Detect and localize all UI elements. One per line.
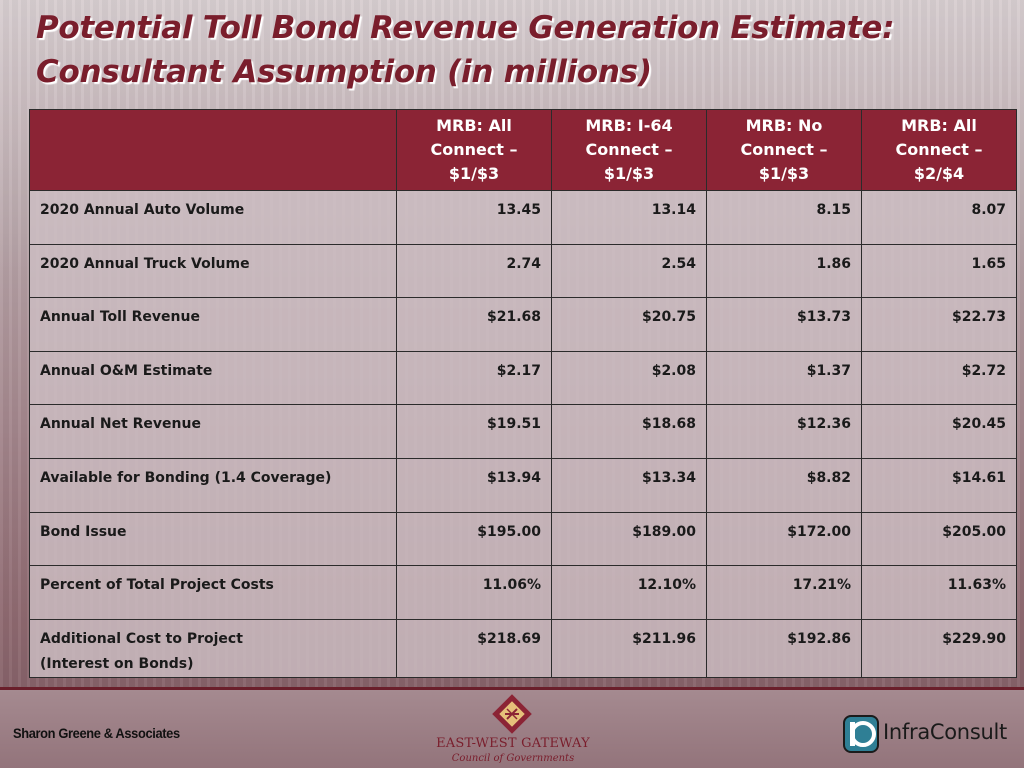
table-cell: $8.82 xyxy=(706,457,862,513)
row-label: Annual Net Revenue xyxy=(29,404,397,459)
table-row: Annual Net Revenue $19.51 $18.68 $12.36 … xyxy=(29,404,1017,459)
table-row: Annual Toll Revenue $21.68 $20.75 $13.73… xyxy=(29,297,1017,352)
table-cell: $20.45 xyxy=(861,404,1017,459)
column-header-line: $1/$3 xyxy=(603,164,655,183)
table-cell: $172.00 xyxy=(706,511,862,567)
east-west-gateway-subtitle: Council of Governments xyxy=(451,753,575,764)
row-label: Annual O&M Estimate xyxy=(29,350,397,406)
table-cell: $19.51 xyxy=(396,404,552,459)
table-cell: $18.68 xyxy=(551,404,707,459)
infraconsult-logo-icon xyxy=(843,715,879,753)
infraconsult-logo: InfraConsult xyxy=(843,714,1019,754)
table-cell: $13.94 xyxy=(396,457,552,513)
table-cell: $189.00 xyxy=(551,511,707,567)
table-cell: 11.06% xyxy=(396,565,552,620)
column-header-line: MRB: No xyxy=(745,116,823,135)
column-header-line: MRB: All xyxy=(901,116,977,135)
table-cell: $1.37 xyxy=(706,350,862,406)
east-west-gateway-logo-icon xyxy=(492,694,532,734)
table-cell: $13.73 xyxy=(706,297,862,352)
table-cell: $2.08 xyxy=(551,350,707,406)
table-cell: 13.14 xyxy=(551,190,707,245)
table-cell: $229.90 xyxy=(861,618,1017,678)
sharon-greene-label: Sharon Greene & Associates xyxy=(13,725,180,741)
table-cell: 8.15 xyxy=(706,190,862,245)
row-label: Percent of Total Project Costs xyxy=(29,565,397,620)
column-header: MRB: All Connect – $2/$4 xyxy=(861,109,1017,191)
table-cell: $2.72 xyxy=(861,350,1017,406)
table-row: Bond Issue $195.00 $189.00 $172.00 $205.… xyxy=(29,511,1017,567)
column-header: MRB: I-64 Connect – $1/$3 xyxy=(551,109,707,191)
table-cell: $211.96 xyxy=(551,618,707,678)
table-row: 2020 Annual Truck Volume 2.74 2.54 1.86 … xyxy=(29,243,1017,299)
table-cell: 2.74 xyxy=(396,243,552,299)
east-west-gateway-name: EAST-WEST GATEWAY xyxy=(436,736,590,751)
footer-divider xyxy=(0,687,1024,690)
slide-title-line-2: Consultant Assumption (in millions) xyxy=(36,54,652,90)
table-cell: 17.21% xyxy=(706,565,862,620)
row-label-line: Additional Cost to Project xyxy=(40,630,243,647)
row-label-line: (Interest on Bonds) xyxy=(40,655,194,672)
row-label: Available for Bonding (1.4 Coverage) xyxy=(29,457,397,513)
table-cell: $205.00 xyxy=(861,511,1017,567)
column-header-line: MRB: All xyxy=(436,116,512,135)
table-cell: $218.69 xyxy=(396,618,552,678)
table-cell: 2.54 xyxy=(551,243,707,299)
table-cell: $22.73 xyxy=(861,297,1017,352)
table-cell: 1.65 xyxy=(861,243,1017,299)
row-label: Annual Toll Revenue xyxy=(29,297,397,352)
column-header-line: Connect – xyxy=(430,140,518,159)
revenue-estimate-table: MRB: All Connect – $1/$3 MRB: I-64 Conne… xyxy=(29,109,1017,678)
column-header: MRB: No Connect – $1/$3 xyxy=(706,109,862,191)
table-cell: 8.07 xyxy=(861,190,1017,245)
column-header-line: $1/$3 xyxy=(448,164,500,183)
table-cell: $20.75 xyxy=(551,297,707,352)
table-cell: 12.10% xyxy=(551,565,707,620)
column-header-line: Connect – xyxy=(740,140,828,159)
table-cell: $12.36 xyxy=(706,404,862,459)
table-corner-cell xyxy=(29,109,397,191)
table-cell: $195.00 xyxy=(396,511,552,567)
table-row: Percent of Total Project Costs 11.06% 12… xyxy=(29,565,1017,620)
column-header-line: $1/$3 xyxy=(758,164,810,183)
table-row: Annual O&M Estimate $2.17 $2.08 $1.37 $2… xyxy=(29,350,1017,406)
table-cell: $14.61 xyxy=(861,457,1017,513)
column-header-line: MRB: I-64 xyxy=(585,116,673,135)
table-header-row: MRB: All Connect – $1/$3 MRB: I-64 Conne… xyxy=(29,109,1017,191)
table-cell: $21.68 xyxy=(396,297,552,352)
table-row: 2020 Annual Auto Volume 13.45 13.14 8.15… xyxy=(29,190,1017,245)
table-row: Available for Bonding (1.4 Coverage) $13… xyxy=(29,457,1017,513)
row-label: 2020 Annual Truck Volume xyxy=(29,243,397,299)
column-header-line: $2/$4 xyxy=(913,164,965,183)
east-west-gateway-logo: EAST-WEST GATEWAY Council of Governments xyxy=(428,692,598,768)
row-label: Bond Issue xyxy=(29,511,397,567)
table-cell: 11.63% xyxy=(861,565,1017,620)
table-cell: $13.34 xyxy=(551,457,707,513)
column-header-line: Connect – xyxy=(585,140,673,159)
slide-title: Potential Toll Bond Revenue Generation E… xyxy=(36,6,1006,94)
slide-title-line-1: Potential Toll Bond Revenue Generation E… xyxy=(36,10,895,46)
table-cell: 1.86 xyxy=(706,243,862,299)
infraconsult-name: InfraConsult xyxy=(883,720,1007,744)
row-label: 2020 Annual Auto Volume xyxy=(29,190,397,245)
table-cell: $192.86 xyxy=(706,618,862,678)
column-header: MRB: All Connect – $1/$3 xyxy=(396,109,552,191)
table-cell: $2.17 xyxy=(396,350,552,406)
row-label: Additional Cost to Project (Interest on … xyxy=(29,618,397,678)
column-header-line: Connect – xyxy=(895,140,983,159)
table-cell: 13.45 xyxy=(396,190,552,245)
table-row: Additional Cost to Project (Interest on … xyxy=(29,618,1017,678)
